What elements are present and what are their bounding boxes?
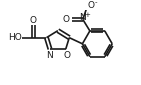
Text: O: O <box>30 16 37 25</box>
Text: +: + <box>84 12 90 18</box>
Text: O: O <box>63 51 70 60</box>
Text: N: N <box>46 51 52 60</box>
Text: HO: HO <box>8 33 22 42</box>
Text: N: N <box>80 13 86 22</box>
Text: -: - <box>95 0 97 5</box>
Text: O: O <box>87 1 94 10</box>
Text: O: O <box>63 15 70 24</box>
